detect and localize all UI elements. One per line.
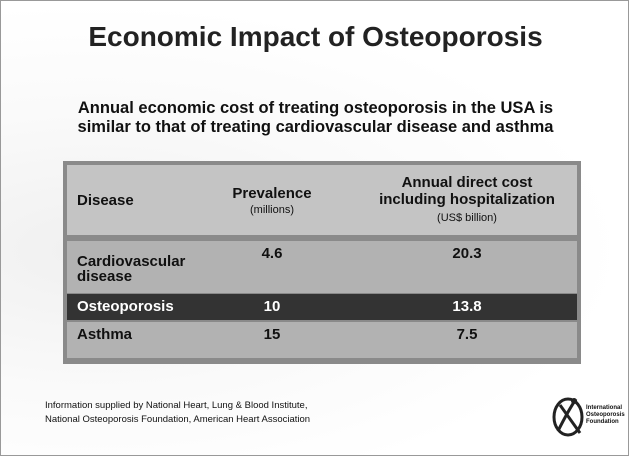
logo-text: International Osteoporosis Foundation xyxy=(586,405,625,426)
header-cell: Disease xyxy=(77,192,134,209)
table-row: Osteoporosis 10 13.8 xyxy=(67,294,577,320)
logo-icon xyxy=(552,397,584,437)
table: Disease Prevalence (millions) Annual dire… xyxy=(63,161,581,364)
table-row: Asthma 15 7.5 xyxy=(67,322,577,358)
table-cell: Cardiovascular disease xyxy=(77,253,186,285)
table-cell: 15 xyxy=(263,326,281,343)
logo-line: International xyxy=(586,405,623,411)
source-note: Information supplied by National Heart, … xyxy=(45,399,310,427)
logo-line: Foundation xyxy=(586,419,619,425)
header-label: Prevalence xyxy=(232,185,312,202)
header-row: Disease Prevalence (millions) Annual dire… xyxy=(67,165,577,235)
table-cell: Osteoporosis xyxy=(77,298,174,315)
header-label: Disease xyxy=(77,192,134,209)
header-unit: (millions) xyxy=(250,204,294,216)
header-label: including hospitalization xyxy=(379,191,555,208)
subtitle-line: similar to that of treating cardiovascul… xyxy=(77,118,554,136)
table-cell: 20.3 xyxy=(452,245,482,262)
source-line: Information supplied by National Heart, … xyxy=(45,400,308,411)
source-line: National Osteoporosis Foundation, Americ… xyxy=(45,414,311,425)
table-cell: 4.6 xyxy=(261,245,283,262)
table-cell: 13.8 xyxy=(452,298,482,315)
table-cell: 10 xyxy=(263,298,281,315)
title: Economic Impact of Osteoporosis xyxy=(88,21,543,52)
subtitle-line: Annual economic cost of treating osteopo… xyxy=(77,99,554,117)
subtitle: Annual economic cost of treating osteopo… xyxy=(1,99,629,137)
header-cell: Prevalence (millions) xyxy=(217,185,327,216)
header-unit: (US$ billion) xyxy=(437,212,497,224)
header-label: Annual direct cost xyxy=(401,174,533,191)
logo-line: Osteoporosis xyxy=(586,412,625,418)
header-cell: Annual direct cost including hospitalizat… xyxy=(357,174,577,227)
table-cell: Asthma xyxy=(77,326,133,343)
table-cell: 7.5 xyxy=(456,326,478,343)
table-row: Cardiovascular disease 4.6 20.3 xyxy=(67,241,577,293)
